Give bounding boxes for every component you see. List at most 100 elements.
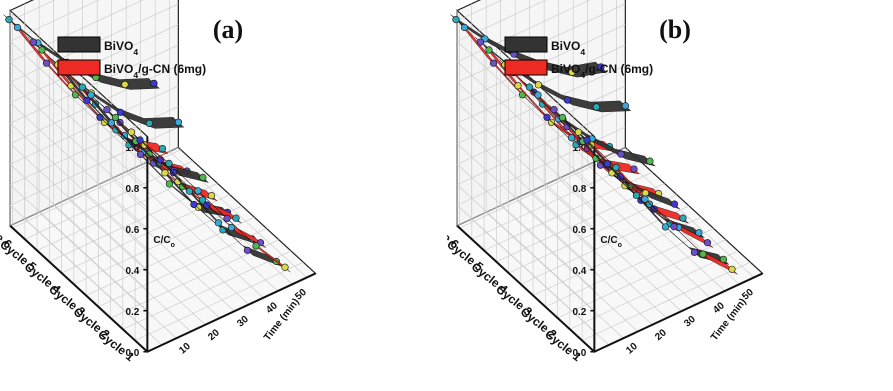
- grid-line: [10, 44, 179, 124]
- data-point: [243, 246, 252, 254]
- time-tick-label: 20: [206, 327, 222, 343]
- data-point: [136, 136, 144, 144]
- data-point: [621, 102, 630, 110]
- grid-line: [471, 218, 610, 346]
- y-tick-label: 0.0: [572, 348, 586, 359]
- grid-line: [514, 198, 653, 325]
- grid-line: [456, 61, 595, 188]
- data-point: [641, 189, 650, 197]
- grid-line: [38, 212, 177, 339]
- data-point: [525, 83, 534, 91]
- data-point: [158, 145, 167, 153]
- grid-line: [9, 102, 148, 229]
- grid-line: [500, 205, 639, 332]
- data-point: [547, 118, 556, 126]
- data-point: [728, 265, 736, 273]
- grid-line: [558, 178, 697, 305]
- data-point: [583, 136, 591, 144]
- data-point: [612, 163, 620, 172]
- grid-line: [82, 191, 221, 319]
- grid-line: [456, 123, 595, 250]
- ribbon: [523, 82, 680, 210]
- data-point: [165, 180, 174, 188]
- data-point: [679, 214, 687, 222]
- grid-line: [53, 205, 192, 332]
- data-point: [543, 113, 551, 121]
- data-point: [227, 223, 236, 232]
- grid-line: [140, 164, 279, 292]
- panel-label: (a): [213, 15, 243, 44]
- data-point: [198, 196, 207, 204]
- grid: [9, 0, 316, 353]
- grid-line: [532, 216, 702, 296]
- series-ribbon: [532, 89, 689, 224]
- legend-swatch-bivo4: [57, 36, 101, 53]
- data-point: [534, 81, 543, 89]
- ribbon: [134, 134, 291, 273]
- data-point: [83, 96, 91, 104]
- grid-line: [96, 185, 235, 312]
- data-point: [690, 248, 699, 256]
- grid-line: [616, 151, 755, 278]
- y-tick-label: 0.0: [125, 348, 139, 359]
- grid-line: [457, 0, 591, 63]
- data-point: [185, 187, 194, 195]
- data-point: [574, 128, 583, 136]
- legend-swatch-bivo4: [504, 36, 548, 53]
- y-tick-label: 0.6: [572, 225, 586, 236]
- ribbon: [36, 44, 194, 177]
- data-point: [87, 91, 95, 99]
- time-tick-label: 30: [682, 314, 698, 330]
- data-point: [514, 82, 522, 90]
- grid-line: [122, 250, 292, 330]
- data-point: [563, 96, 572, 104]
- y-tick-label: 0.2: [125, 307, 139, 318]
- grid-line: [111, 178, 250, 305]
- legend: BiVO4 BiVO4/g-CN (6mg): [504, 36, 653, 80]
- legend-label-bivo4: BiVO4: [104, 39, 138, 57]
- axes: [456, 136, 763, 353]
- data-point: [550, 106, 558, 114]
- data-point: [617, 150, 625, 158]
- ribbon: [483, 44, 641, 175]
- data-point: [38, 46, 46, 54]
- grid-line: [456, 102, 595, 229]
- time-axis: [593, 272, 763, 353]
- grid-line: [67, 198, 206, 325]
- data-point: [13, 23, 22, 32]
- panel-label: (b): [659, 15, 691, 44]
- data-point: [103, 106, 111, 114]
- grid-line: [125, 171, 264, 298]
- data-point: [534, 91, 542, 99]
- grid-line: [10, 0, 56, 22]
- data-point: [169, 168, 178, 177]
- grid-line: [456, 41, 595, 168]
- data-point: [96, 113, 104, 121]
- grid-line: [24, 218, 163, 346]
- grid-line: [529, 191, 668, 319]
- chart-panel-a: 0.0 0.2 0.4 0.6 0.8 1.0 C/Co Cycle 6 Cycle 5 Cycl…: [0, 0, 446, 391]
- data-point: [572, 141, 580, 149]
- data-point: [661, 223, 670, 231]
- data-point: [5, 16, 13, 24]
- data-point: [207, 192, 216, 200]
- data-point: [703, 239, 712, 247]
- ribbon: [450, 14, 607, 78]
- ribbon: [581, 134, 738, 275]
- cycle-axis: [456, 225, 596, 353]
- grid-line: [9, 61, 148, 188]
- grid-line: [581, 261, 751, 341]
- data-point: [641, 195, 649, 203]
- legend: BiVO4 BiVO4/g-CN (6mg): [57, 36, 206, 80]
- time-tick-label: 40: [711, 300, 727, 316]
- series-ribbon: [581, 134, 738, 275]
- data-point: [489, 59, 498, 67]
- data-point: [699, 250, 707, 258]
- data-point: [194, 187, 202, 195]
- y-tick-label: 0.4: [125, 266, 139, 277]
- data-point: [630, 165, 638, 173]
- legend-swatch-bivo4-gcn: [504, 59, 548, 76]
- legend-label-bivo4-gcn: BiVO4/g-CN (6mg): [551, 62, 653, 80]
- data-point: [199, 173, 207, 182]
